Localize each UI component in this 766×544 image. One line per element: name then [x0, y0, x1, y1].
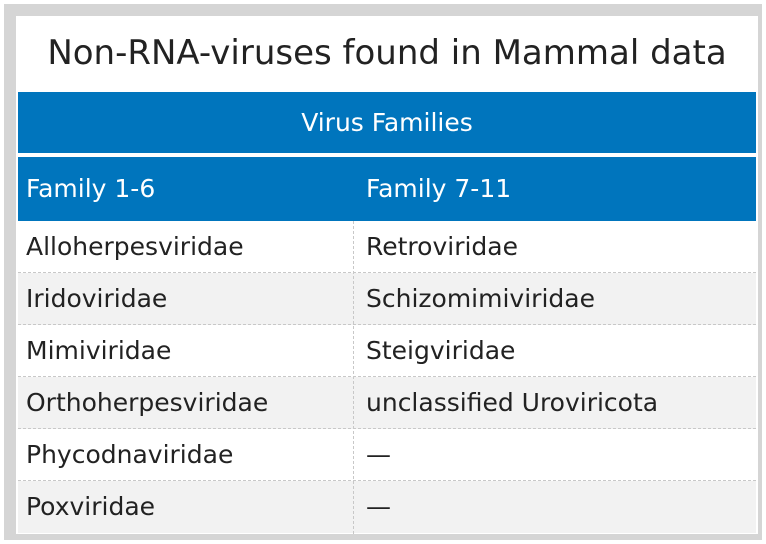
- column-header-family-7-11: Family 7-11: [366, 174, 512, 203]
- table-cell: —: [366, 492, 391, 521]
- group-header: Virus Families: [18, 92, 756, 153]
- table-row: Iridoviridae Schizomimiviridae: [18, 273, 756, 325]
- table-row: Orthoherpesviridae unclassified Uroviric…: [18, 377, 756, 429]
- table-card: Non-RNA-viruses found in Mammal data Vir…: [16, 16, 758, 534]
- table-title: Non-RNA-viruses found in Mammal data: [47, 33, 727, 73]
- table-cell: —: [366, 440, 391, 469]
- table-row: Alloherpesviridae Retroviridae: [18, 221, 756, 273]
- table-frame: Non-RNA-viruses found in Mammal data Vir…: [4, 4, 762, 540]
- column-header-family-1-6: Family 1-6: [26, 174, 156, 203]
- table-body: Alloherpesviridae Retroviridae Iridoviri…: [18, 221, 756, 533]
- table-row: Phycodnaviridae —: [18, 429, 756, 481]
- table-cell: Alloherpesviridae: [26, 232, 244, 261]
- table-cell: Mimiviridae: [26, 336, 172, 365]
- table-cell: Poxviridae: [26, 492, 156, 521]
- table-cell: Retroviridae: [366, 232, 518, 261]
- table-row: Poxviridae —: [18, 481, 756, 533]
- table-cell: Phycodnaviridae: [26, 440, 234, 469]
- table-cell: Orthoherpesviridae: [26, 388, 269, 417]
- table-cell: Schizomimiviridae: [366, 284, 595, 313]
- table-cell: Iridoviridae: [26, 284, 168, 313]
- table-row: Mimiviridae Steigviridae: [18, 325, 756, 377]
- table-cell: unclassified Uroviricota: [366, 388, 659, 417]
- column-header-row: Family 1-6 Family 7-11: [18, 157, 756, 221]
- table-cell: Steigviridae: [366, 336, 516, 365]
- column-divider: [353, 221, 354, 534]
